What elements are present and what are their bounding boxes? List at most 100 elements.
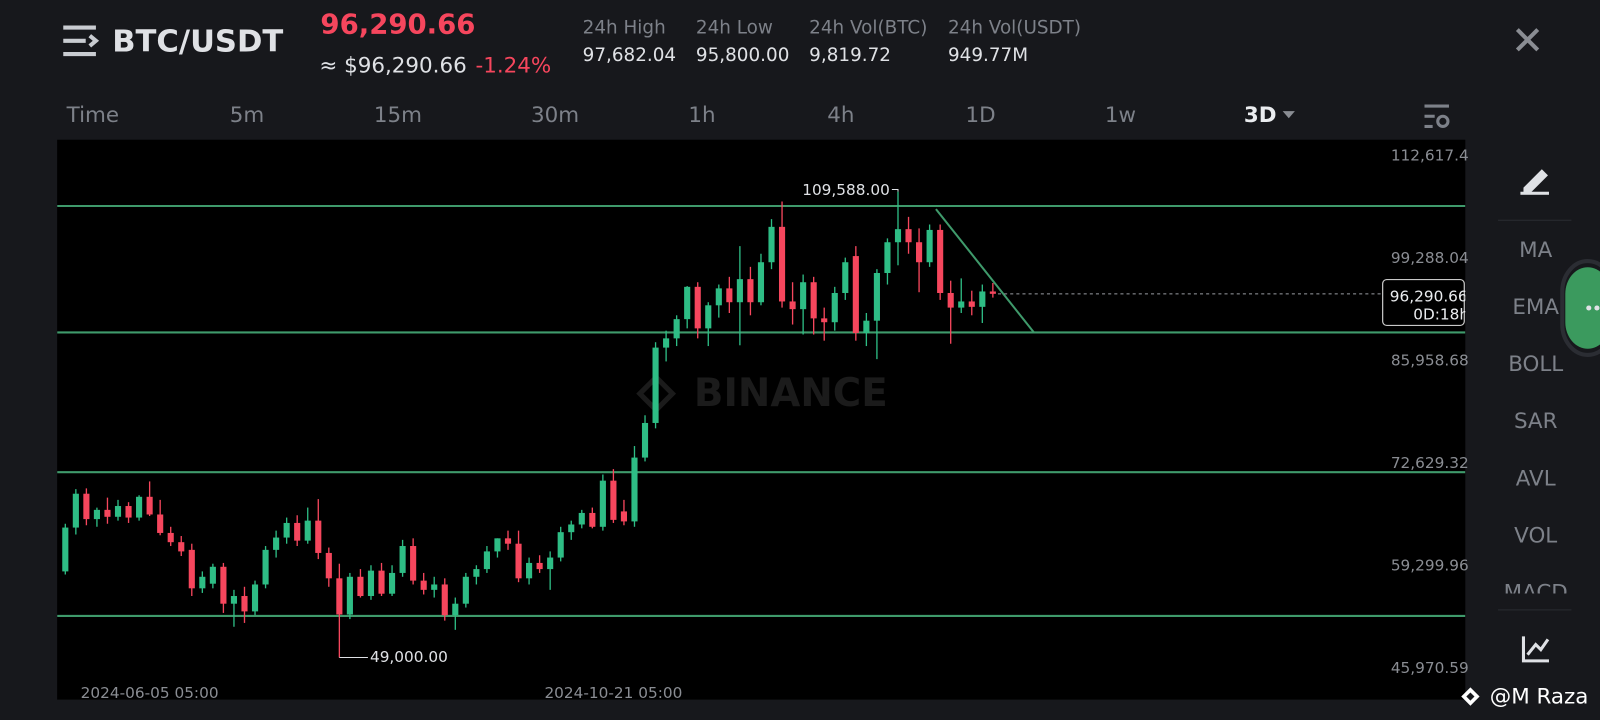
candle-body bbox=[378, 570, 385, 594]
stat-value: 95,800.00 bbox=[696, 45, 789, 66]
x-tick-label: 2024-06-05 05:00 bbox=[81, 684, 219, 702]
candle-body bbox=[831, 292, 838, 323]
candle-body bbox=[905, 229, 912, 243]
candle-body bbox=[589, 512, 596, 527]
candle-body bbox=[357, 576, 364, 597]
price-tag-box bbox=[1382, 278, 1465, 327]
candle-body bbox=[926, 229, 933, 263]
indicator[interactable]: SAR bbox=[1514, 409, 1558, 434]
price-tag-countdown: 0D:18h bbox=[1413, 306, 1469, 324]
candle-body bbox=[726, 288, 733, 303]
candle-body bbox=[789, 301, 796, 310]
candle-body bbox=[220, 566, 227, 604]
timeframe-tab[interactable]: 4h bbox=[827, 103, 854, 128]
trend-line bbox=[935, 208, 1035, 334]
candle-body bbox=[241, 596, 248, 612]
high-label: 109,588.00 bbox=[802, 181, 890, 199]
low-label: 49,000.00 bbox=[370, 648, 448, 666]
candle-body bbox=[420, 580, 427, 590]
y-tick-label: 72,629.32 bbox=[1391, 454, 1469, 472]
menu-icon[interactable] bbox=[63, 25, 100, 57]
timeframe-tab[interactable]: 3D bbox=[1244, 103, 1277, 128]
change: -1.24% bbox=[476, 53, 552, 78]
candle-body bbox=[515, 543, 522, 579]
candle-body bbox=[62, 527, 69, 572]
chart-panel bbox=[57, 139, 1466, 700]
candle-body bbox=[410, 546, 417, 581]
candle-body bbox=[431, 584, 438, 590]
candle-body bbox=[800, 282, 807, 310]
credit: @M Raza bbox=[1490, 685, 1589, 710]
timeframe-tab[interactable]: 5m bbox=[230, 103, 264, 128]
timeframe-tab[interactable]: 1h bbox=[688, 103, 715, 128]
candle-body bbox=[768, 226, 775, 263]
candle-body bbox=[747, 279, 754, 303]
indicator[interactable]: VOL bbox=[1514, 523, 1557, 548]
candle-body bbox=[873, 272, 880, 321]
candle-body bbox=[536, 562, 543, 570]
candle-body bbox=[304, 520, 311, 541]
indicator-list: MA EMA BOLL SAR AVL VOL MACD bbox=[1504, 238, 1568, 606]
candle-body bbox=[958, 301, 965, 308]
settings-icon[interactable] bbox=[1424, 104, 1450, 128]
close-button[interactable] bbox=[1515, 28, 1540, 52]
candle-body bbox=[262, 549, 269, 585]
axis-area: 112,617.4 99,288.04 85,958.68 72,629.32 59,2… bbox=[81, 147, 1469, 702]
timeframe-tab[interactable]: 1w bbox=[1105, 103, 1136, 128]
stat-value: 9,819.72 bbox=[809, 45, 891, 66]
candle-body bbox=[346, 576, 353, 615]
candle-body bbox=[294, 522, 301, 541]
side-bubble[interactable] bbox=[1560, 259, 1600, 357]
candle-body bbox=[157, 514, 164, 533]
bubble-dot bbox=[1594, 305, 1600, 311]
indicator[interactable]: MACD bbox=[1504, 581, 1568, 606]
icon-axis bbox=[1521, 636, 1549, 663]
draw-tool-icon[interactable] bbox=[1520, 169, 1549, 195]
candle-body bbox=[473, 569, 480, 577]
pencil-base bbox=[1520, 191, 1549, 195]
pair: BTC/USDT bbox=[112, 24, 283, 59]
candle-body bbox=[989, 291, 996, 294]
candle-body bbox=[104, 509, 111, 517]
watermark: BINANCE bbox=[694, 371, 888, 416]
timeframe-tab[interactable]: 1D bbox=[966, 103, 996, 128]
menu-arrow bbox=[88, 34, 100, 48]
candle-body bbox=[526, 562, 533, 579]
timeframe-tab[interactable]: 15m bbox=[374, 103, 422, 128]
y-tick-label: 112,617.4 bbox=[1391, 147, 1469, 165]
timeframe-tab[interactable]: Time bbox=[66, 103, 119, 128]
timeframe-tab[interactable]: 30m bbox=[531, 103, 579, 128]
indicator[interactable]: MA bbox=[1519, 238, 1552, 263]
candle-body bbox=[273, 537, 280, 550]
candle-body bbox=[663, 338, 670, 348]
credit-logo bbox=[1461, 687, 1480, 706]
close-stroke bbox=[1515, 28, 1540, 52]
indicator[interactable]: EMA bbox=[1512, 295, 1559, 320]
candle-body bbox=[557, 532, 564, 558]
candle-body bbox=[93, 509, 100, 520]
candle-body bbox=[167, 532, 174, 543]
candle-body bbox=[547, 557, 554, 570]
chart-type-icon[interactable] bbox=[1521, 636, 1550, 663]
candle-body bbox=[188, 549, 195, 589]
icon-line bbox=[1526, 638, 1550, 656]
candle-body bbox=[325, 552, 332, 579]
stat-label: 24h Low bbox=[696, 18, 773, 39]
candle-body bbox=[146, 496, 153, 515]
indicator[interactable]: AVL bbox=[1516, 466, 1556, 491]
indicator[interactable]: BOLL bbox=[1508, 352, 1563, 377]
candle-body bbox=[705, 305, 712, 329]
stat-value: 949.77M bbox=[948, 45, 1028, 66]
candle-body bbox=[852, 256, 859, 333]
candle-body bbox=[652, 347, 659, 423]
bubble-fill bbox=[1565, 267, 1600, 349]
stat-label: 24h Vol(BTC) bbox=[809, 18, 927, 39]
candle-body bbox=[684, 286, 691, 320]
candle-body bbox=[336, 578, 343, 615]
candle-body bbox=[641, 422, 649, 458]
